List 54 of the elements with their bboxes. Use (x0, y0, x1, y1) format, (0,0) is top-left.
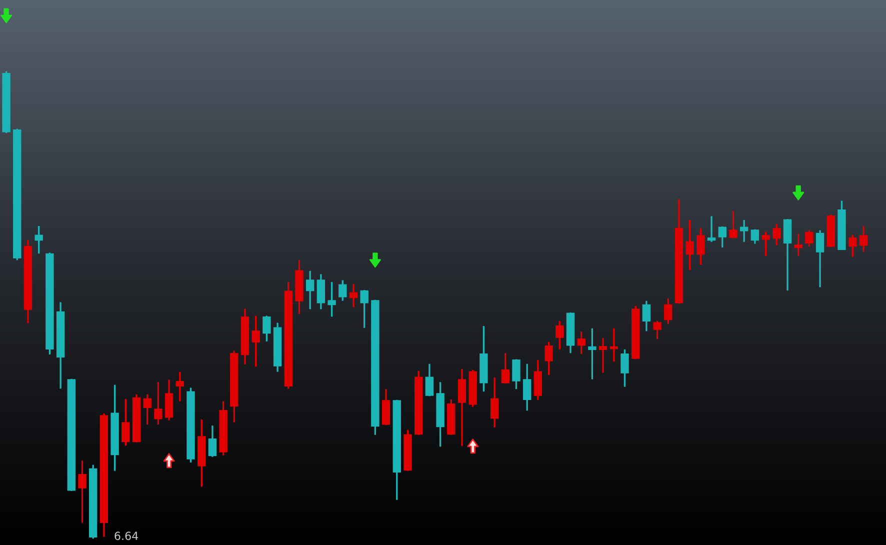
candlestick (750, 228, 760, 245)
candlestick (208, 424, 217, 458)
annotation: 6.64 (114, 532, 138, 540)
point (792, 185, 804, 200)
candlestick (522, 363, 532, 412)
candlestick (34, 225, 43, 254)
candlestick (458, 368, 466, 447)
candlestick (729, 210, 738, 239)
candlestick (360, 289, 368, 329)
candlestick (598, 337, 608, 374)
candlestick (349, 283, 358, 308)
candlestick (772, 223, 781, 246)
candlestick (544, 341, 553, 376)
candlestick (382, 388, 390, 426)
candlestick (490, 376, 499, 428)
point (369, 252, 381, 268)
candlestick (262, 314, 271, 342)
candlestick (316, 273, 326, 310)
candlestick (718, 226, 726, 248)
candlestick (620, 348, 629, 388)
point (467, 438, 479, 454)
candlestick (805, 229, 814, 248)
candlestick (794, 233, 802, 257)
candlestick (501, 352, 510, 384)
candlestick (577, 330, 586, 355)
point (163, 453, 175, 468)
candlestick (610, 328, 618, 362)
candlestick (252, 314, 260, 368)
candlestick (512, 358, 520, 390)
candlestick (696, 227, 705, 266)
candlestick (425, 363, 434, 397)
candlestick (338, 279, 347, 302)
candlestick (534, 359, 542, 401)
candlestick (859, 225, 868, 253)
candlestick (306, 270, 314, 310)
candlestick (686, 219, 694, 271)
candlestick (642, 300, 651, 332)
candlestick (783, 218, 792, 292)
candlestick (653, 320, 662, 340)
candlestick (556, 320, 564, 350)
candlestick (154, 381, 162, 426)
candlestick (328, 281, 336, 318)
candlestick (848, 234, 857, 258)
candlestick (78, 460, 86, 524)
candlestick (816, 229, 824, 288)
candlestick (740, 219, 748, 243)
candlestick (664, 298, 672, 325)
candlestick (588, 328, 596, 380)
candlestick (762, 230, 770, 257)
candlestick (176, 370, 184, 402)
candlestick (143, 393, 152, 426)
candlestick (707, 215, 716, 243)
candlestick (164, 378, 174, 422)
candlestick (122, 398, 130, 447)
